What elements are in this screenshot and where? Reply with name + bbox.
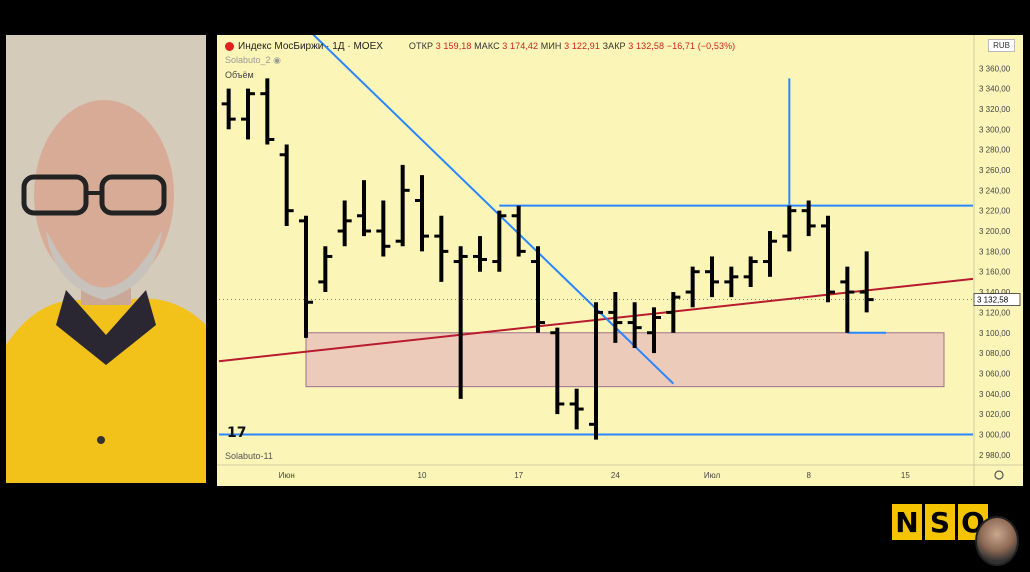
change-value: −16,71 (−0,53%) — [666, 41, 736, 51]
y-tick-label: 3 280,00 — [979, 146, 1011, 155]
y-tick-label: 3 040,00 — [979, 390, 1011, 399]
high-label: МАКС — [474, 41, 500, 51]
low-value: 3 122,91 — [564, 41, 600, 51]
bottom-indicator-label: Solabuto-11 — [225, 451, 273, 461]
y-tick-label: 3 320,00 — [979, 105, 1011, 114]
chart-title: Индекс МосБиржи · 1Д · MOEX — [238, 40, 383, 52]
webcam-video — [6, 35, 206, 483]
x-tick-label: 15 — [901, 471, 910, 480]
volume-label[interactable]: Объём — [225, 70, 254, 80]
open-value: 3 159,18 — [435, 41, 472, 51]
x-tick-label: 10 — [418, 471, 427, 480]
brand-letter: N — [892, 504, 922, 540]
x-tick-label: 8 — [806, 471, 811, 480]
last-price-label: 3 132,58 — [977, 296, 1009, 305]
presenter-image — [6, 35, 206, 483]
y-tick-label: 3 020,00 — [979, 410, 1011, 419]
y-tick-label: 3 000,00 — [979, 430, 1011, 439]
high-value: 3 174,42 — [502, 41, 539, 51]
y-tick-label: 3 360,00 — [979, 64, 1011, 73]
close-value: 3 132,58 — [628, 41, 665, 51]
y-tick-label: 3 220,00 — [979, 207, 1011, 216]
x-tick-label: 17 — [514, 471, 523, 480]
eye-icon[interactable]: ◉ — [273, 55, 281, 65]
chart-header: Индекс МосБиржи · 1Д · MOEX ОТКР 3 159,1… — [225, 39, 735, 53]
x-tick-label: 24 — [611, 471, 620, 480]
y-tick-label: 3 120,00 — [979, 308, 1011, 317]
tradingview-logo-icon: 17 — [227, 425, 246, 441]
brand-avatar — [975, 516, 1019, 566]
x-tick-label: Июл — [704, 471, 721, 480]
price-chart[interactable]: 3 360,00 3 340,00 3 320,00 3 300,00 3 280,00… — [217, 35, 1023, 486]
y-tick-label: 3 260,00 — [979, 166, 1011, 175]
y-tick-label: 3 100,00 — [979, 329, 1011, 338]
close-label: ЗАКР — [602, 41, 626, 51]
y-tick-label: 3 080,00 — [979, 349, 1011, 358]
currency-selector[interactable]: RUB — [988, 39, 1015, 52]
indicator-subtitle[interactable]: Solabuto_2 ◉ — [225, 55, 281, 66]
y-tick-label: 3 300,00 — [979, 125, 1011, 134]
chart-background — [217, 35, 1023, 486]
chart-panel[interactable]: 3 360,00 3 340,00 3 320,00 3 300,00 3 280,00… — [217, 35, 1023, 486]
y-tick-label: 3 140,00 — [979, 288, 1011, 297]
ohlc-readout: ОТКР 3 159,18 МАКС 3 174,42 МИН 3 122,91… — [409, 41, 735, 51]
y-tick-label: 3 200,00 — [979, 227, 1011, 236]
brand-letter: S — [925, 504, 955, 540]
y-tick-label: 3 180,00 — [979, 247, 1011, 256]
open-label: ОТКР — [408, 41, 434, 51]
y-tick-label: 3 240,00 — [979, 186, 1011, 195]
low-label: МИН — [540, 41, 562, 51]
settings-gear-icon — [994, 470, 1004, 480]
subtitle-text: Solabuto_2 — [225, 55, 271, 65]
trendline — [312, 35, 675, 385]
support-zone — [305, 332, 945, 388]
brand-logo: N S O — [892, 504, 988, 540]
symbol-status-icon — [225, 41, 234, 51]
y-tick-label: 2 980,00 — [979, 451, 1011, 460]
y-tick-label: 3 160,00 — [979, 268, 1011, 277]
x-tick-label: Июн — [279, 471, 295, 480]
last-price-box — [973, 293, 1021, 307]
y-tick-label: 3 340,00 — [979, 85, 1011, 94]
y-tick-label: 3 060,00 — [979, 369, 1011, 378]
